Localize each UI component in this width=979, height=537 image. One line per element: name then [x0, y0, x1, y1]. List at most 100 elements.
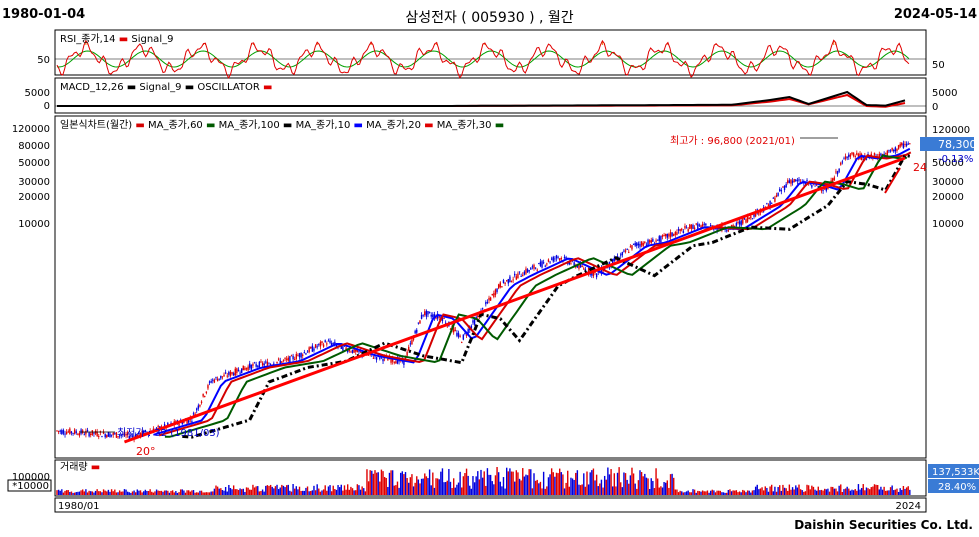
- volume-bar: [568, 486, 571, 495]
- volume-bar: [274, 486, 277, 495]
- volume-bar: [780, 490, 783, 495]
- candle: [624, 250, 627, 252]
- volume-bar: [236, 489, 238, 495]
- volume-bar: [361, 486, 363, 495]
- candle: [167, 422, 169, 426]
- candle: [737, 222, 739, 224]
- volume-bar: [505, 467, 508, 495]
- price-tick-right-2: 50000: [932, 158, 964, 169]
- volume-bar: [348, 489, 351, 495]
- candle: [403, 359, 405, 365]
- volume-bar: [687, 490, 689, 495]
- volume-bar: [382, 471, 384, 495]
- volume-bar: [751, 490, 754, 495]
- candle: [260, 361, 262, 363]
- volume-bar: [143, 491, 145, 495]
- candle: [785, 184, 787, 188]
- candle: [748, 217, 750, 219]
- volume-bar: [862, 484, 864, 495]
- volume-bar: [698, 491, 701, 495]
- candle: [640, 241, 643, 246]
- candle: [907, 143, 909, 145]
- volume-bar: [191, 490, 193, 495]
- volume-bar: [120, 491, 122, 495]
- candle: [289, 356, 291, 363]
- candle: [218, 378, 220, 380]
- volume-bar: [615, 486, 617, 495]
- candle: [464, 332, 466, 334]
- candle: [210, 381, 212, 383]
- candle: [144, 430, 147, 433]
- candle: [93, 432, 95, 434]
- volume-bar: [838, 485, 840, 495]
- volume-bar: [886, 490, 889, 495]
- candle: [782, 186, 784, 188]
- volume-bar: [398, 487, 400, 495]
- volume-bar: [159, 490, 161, 495]
- candle: [682, 231, 685, 233]
- candle: [318, 343, 320, 345]
- candle: [873, 152, 876, 156]
- volume-bar: [473, 482, 476, 495]
- candle: [90, 433, 92, 436]
- candle: [758, 211, 760, 215]
- volume-bar: [815, 490, 818, 495]
- volume-bar: [350, 486, 352, 495]
- candle: [269, 363, 272, 365]
- candle: [685, 227, 688, 229]
- candle: [302, 354, 304, 356]
- volume-bar: [885, 490, 887, 495]
- volume-bar: [827, 488, 829, 495]
- volume-bar: [703, 491, 705, 495]
- volume-bar: [232, 485, 235, 495]
- volume-bar: [196, 492, 198, 495]
- volume-bar: [673, 477, 675, 495]
- candle: [791, 180, 794, 183]
- candle: [257, 365, 259, 367]
- volume-bar: [844, 488, 847, 495]
- volume-bar: [616, 472, 619, 495]
- volume-bar: [409, 477, 412, 495]
- volume-bar: [268, 485, 270, 495]
- candle: [358, 351, 360, 353]
- candle: [229, 371, 232, 376]
- volume-bar: [734, 490, 736, 495]
- candle: [639, 243, 641, 247]
- candle: [743, 218, 746, 220]
- candle: [512, 279, 514, 281]
- volume-bar: [411, 474, 413, 495]
- volume-bar: [252, 484, 254, 495]
- candle: [417, 322, 420, 324]
- volume-bar: [287, 484, 289, 495]
- volume-bar: [896, 488, 898, 495]
- candle: [510, 280, 513, 282]
- volume-bar: [666, 480, 669, 495]
- volume-bar: [618, 467, 620, 495]
- candle: [372, 357, 375, 359]
- volume-bar: [59, 490, 61, 495]
- rsi-line: [56, 39, 910, 79]
- candle: [282, 359, 285, 361]
- volume-bar: [200, 490, 203, 495]
- candle: [435, 316, 437, 319]
- volume-bar: [555, 472, 558, 495]
- volume-bar: [807, 485, 810, 495]
- volume-bar: [530, 469, 532, 495]
- volume-bar: [528, 469, 530, 495]
- volume-bar: [318, 488, 320, 495]
- candle: [856, 152, 858, 155]
- candle: [247, 366, 249, 371]
- candle: [514, 273, 516, 276]
- volume-bar: [430, 485, 432, 495]
- volume-bar: [658, 487, 660, 495]
- volume-bar: [367, 481, 370, 495]
- volume-bar: [883, 486, 885, 495]
- candle: [621, 252, 624, 256]
- candle: [424, 311, 426, 316]
- volume-bar: [184, 492, 187, 495]
- candle: [767, 204, 770, 206]
- volume-bar: [237, 490, 240, 495]
- candle: [223, 374, 225, 377]
- candle: [452, 327, 455, 333]
